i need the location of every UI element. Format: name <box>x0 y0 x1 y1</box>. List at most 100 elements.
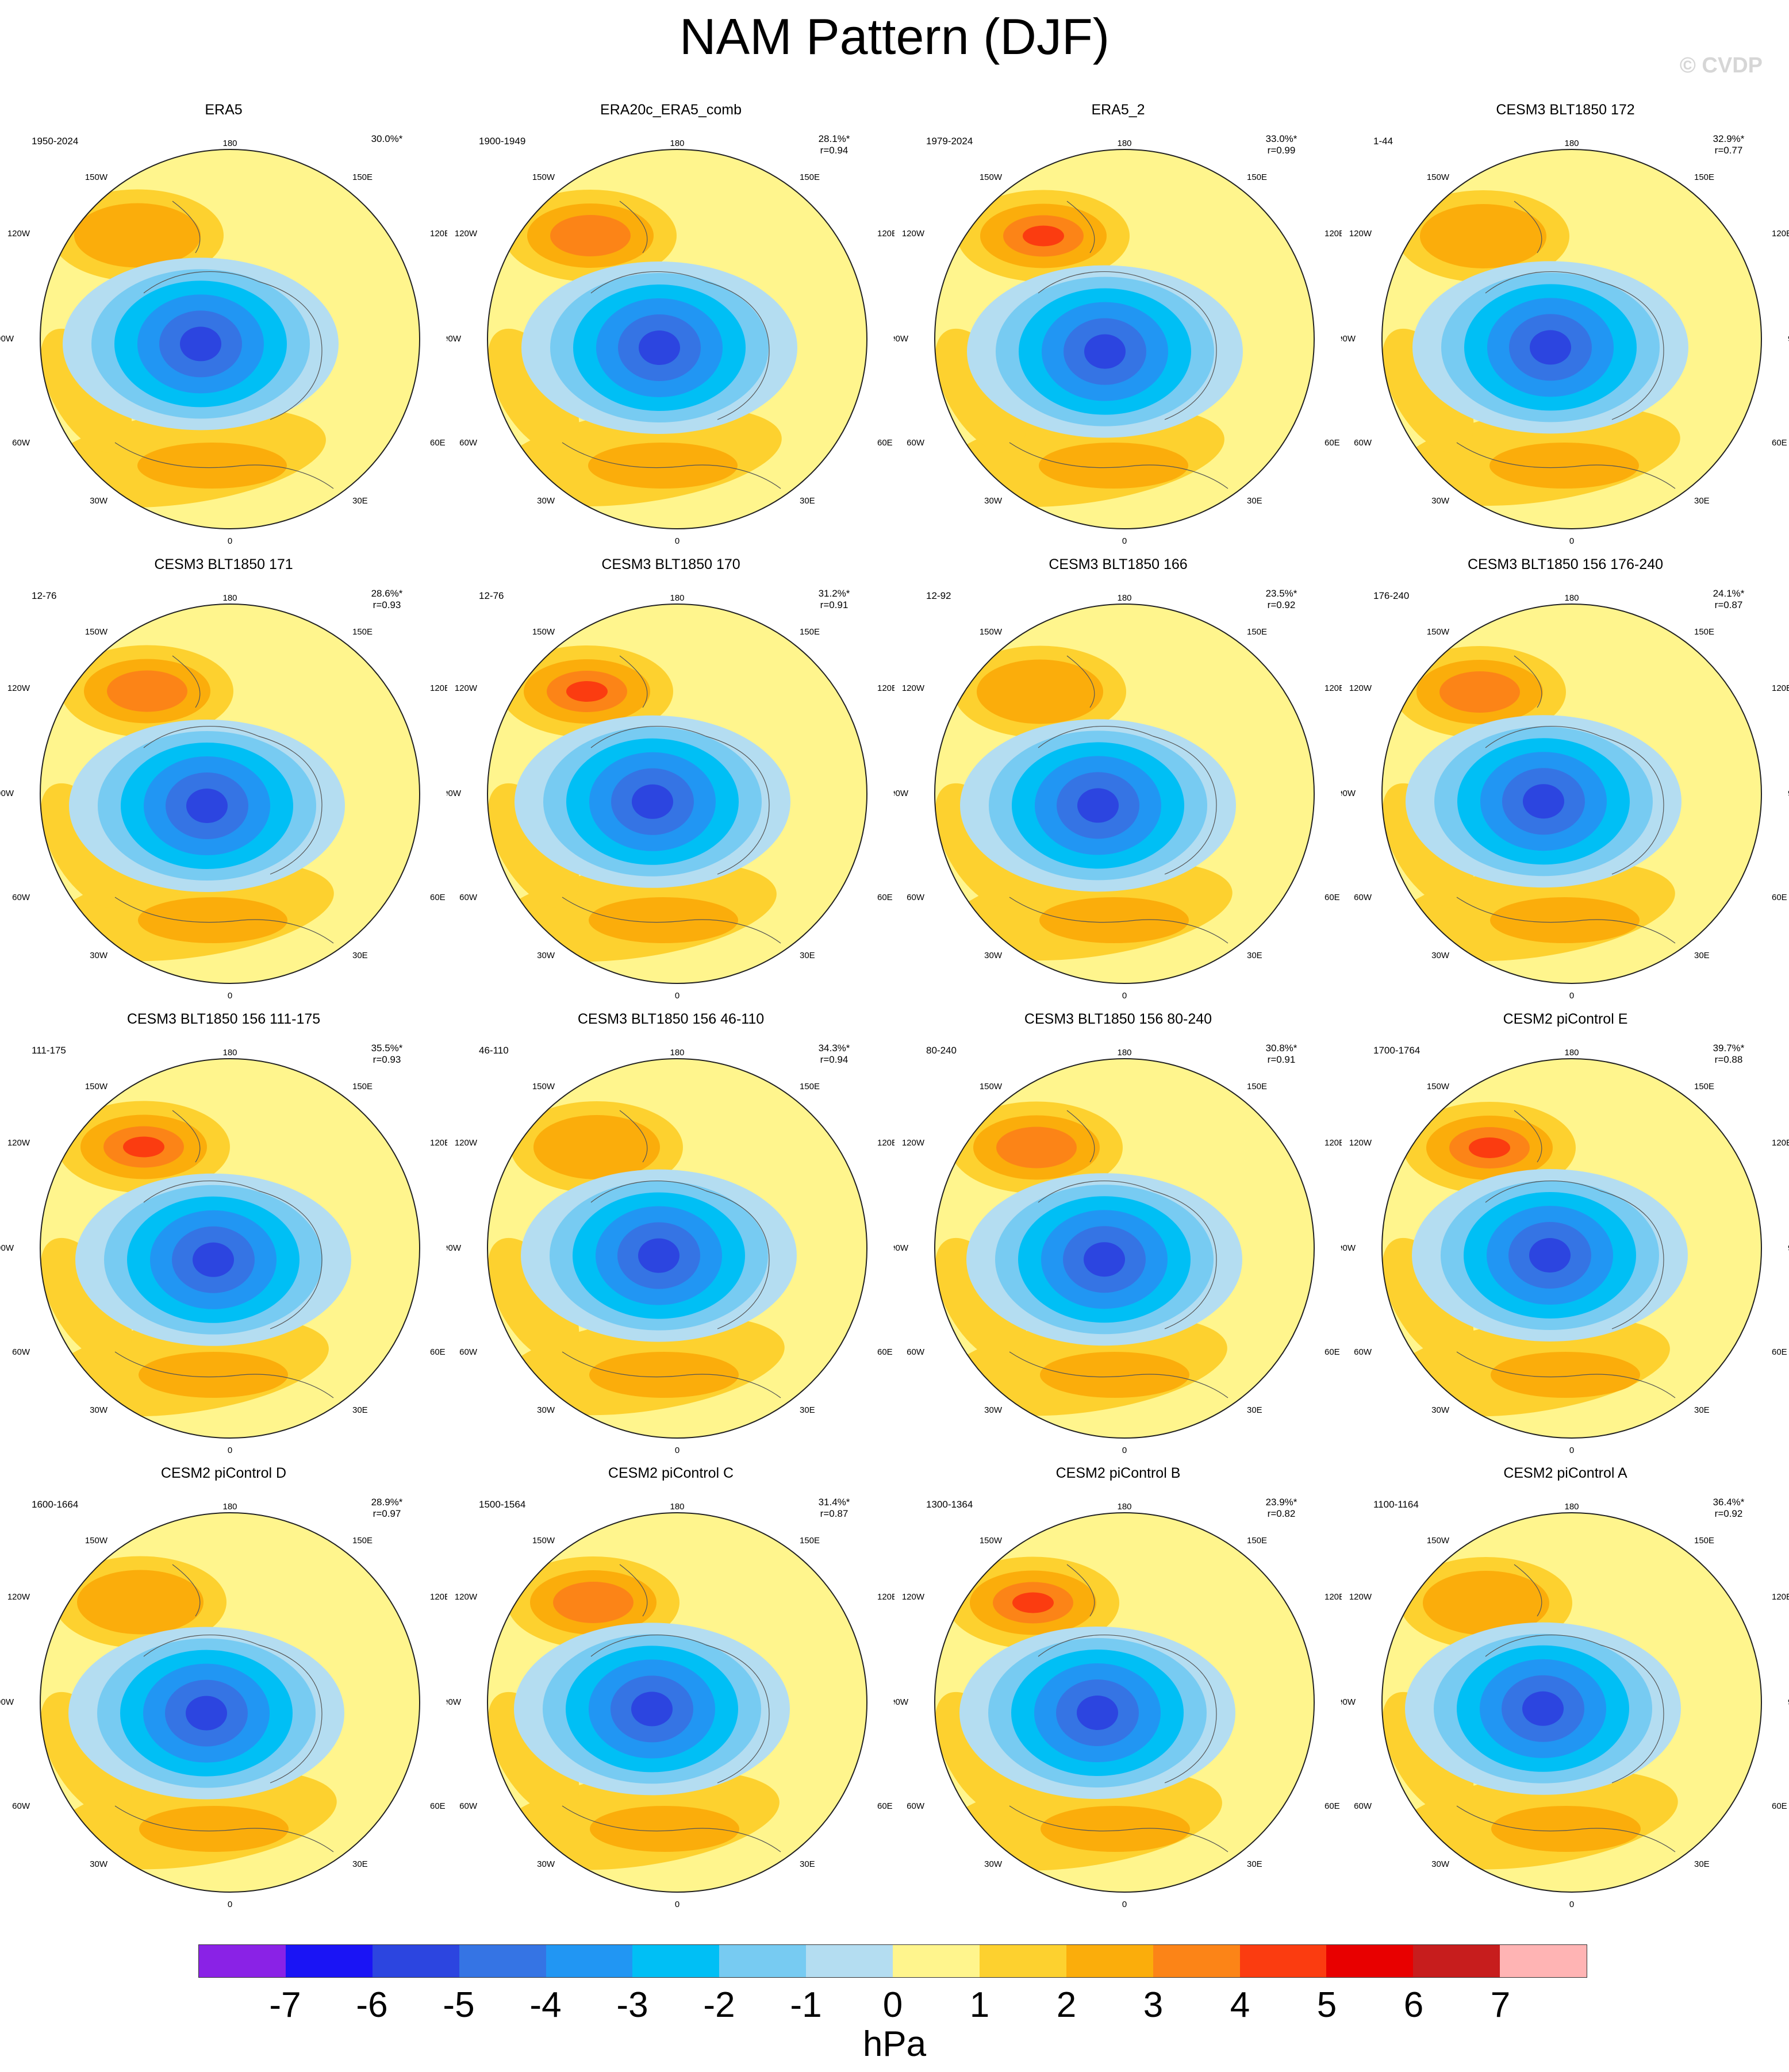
longitude-label: 60W <box>1354 893 1372 902</box>
longitude-label: 120E <box>1772 1592 1789 1602</box>
arctic-anomaly <box>193 1242 234 1277</box>
longitude-label: 90W <box>894 1697 909 1707</box>
longitude-label: 120E <box>1325 683 1342 693</box>
longitude-label: 90W <box>447 334 462 344</box>
longitude-label: 0 <box>1122 536 1127 546</box>
longitude-label: 90W <box>447 789 462 798</box>
longitude-label: 120E <box>1772 1138 1789 1148</box>
longitude-label: 60W <box>12 1347 30 1357</box>
longitude-label: 150E <box>352 1082 373 1091</box>
longitude-label: 180 <box>1117 593 1131 603</box>
longitude-label: 30E <box>1694 951 1710 960</box>
colorbar-swatch <box>1413 1945 1500 1977</box>
longitude-label: 120W <box>902 229 925 239</box>
longitude-label: 150E <box>352 172 373 182</box>
longitude-label: 150W <box>85 1082 108 1091</box>
atlantic-anomaly <box>1039 897 1189 943</box>
pacific-anomaly <box>1012 1592 1054 1613</box>
map-border <box>40 1512 420 1893</box>
atlantic-anomaly <box>137 443 287 489</box>
polar-map: 1800150W150E120W120E90W90E60W60E30W30E <box>447 121 894 556</box>
longitude-label: 0 <box>675 991 679 1001</box>
explained-variance: 36.4%* <box>1713 1497 1745 1508</box>
map-panel: ERA20c_ERA5_comb 1900-1949 28.1%* r=0.94 180… <box>447 101 894 556</box>
longitude-label: 30E <box>800 1405 815 1415</box>
panel-title: CESM2 piControl A <box>1503 1465 1627 1481</box>
longitude-label: 30E <box>1247 496 1262 506</box>
longitude-label: 60W <box>459 438 478 448</box>
longitude-label: 150E <box>1694 1082 1714 1091</box>
atlantic-anomaly <box>487 1237 579 1363</box>
longitude-label: 150W <box>980 172 1003 182</box>
panel-title: CESM3 BLT1850 156 80-240 <box>1024 1011 1212 1027</box>
coastline-outline <box>1456 201 1676 489</box>
arctic-anomaly <box>186 789 228 823</box>
panel-years: 1100-1164 <box>1373 1499 1419 1510</box>
panel-title: ERA20c_ERA5_comb <box>600 102 742 118</box>
atlantic-anomaly <box>1382 1237 1474 1363</box>
coastline-outline <box>114 1564 334 1852</box>
map-panel: CESM3 BLT1850 156 46-110 46-110 34.3%* r=0.… <box>447 1010 894 1466</box>
longitude-label: 90W <box>1342 1243 1356 1253</box>
longitude-label: 150W <box>532 1536 555 1546</box>
longitude-label: 120W <box>7 1592 30 1602</box>
longitude-label: 180 <box>670 139 684 148</box>
coastline-outline <box>1009 655 1229 944</box>
pattern-correlation: r=0.94 <box>820 1054 849 1065</box>
longitude-label: 150W <box>532 627 555 637</box>
longitude-label: 60E <box>430 1347 446 1357</box>
panel-years: 1300-1364 <box>926 1499 973 1510</box>
map-panel: CESM3 BLT1850 166 12-92 23.5%* r=0.92 180 0 15… <box>894 556 1342 1011</box>
colorbar-swatch <box>285 1945 373 1977</box>
colorbar-swatch <box>546 1945 633 1977</box>
longitude-label: 120E <box>1772 229 1789 239</box>
longitude-label: 60E <box>1325 893 1340 902</box>
longitude-label: 90E <box>1788 334 1789 344</box>
pattern-correlation: r=0.91 <box>820 599 849 610</box>
polar-map: 1800150W150E120W120E90W90E60W60E30W30E <box>0 575 447 1011</box>
colorbar-tick-label: -7 <box>269 1985 301 2025</box>
panel-years: 46-110 <box>479 1045 509 1056</box>
longitude-label: 90W <box>0 1243 14 1253</box>
longitude-label: 90E <box>1341 334 1342 344</box>
atlantic-anomaly <box>1491 1806 1641 1852</box>
panel-title: CESM2 piControl D <box>160 1465 287 1481</box>
atlantic-anomaly <box>487 783 579 908</box>
panel-stats: 30.8%* r=0.91 <box>1250 1043 1313 1066</box>
longitude-label: 90W <box>447 1243 462 1253</box>
longitude-label: 150W <box>532 172 555 182</box>
panel-stats: 36.4%* r=0.92 <box>1697 1497 1760 1520</box>
coastline-outline <box>562 1564 781 1852</box>
polar-map: 1800150W150E120W120E90W90E60W60E30W30E <box>447 1484 894 1920</box>
longitude-label: 60W <box>459 1347 478 1357</box>
atlantic-anomaly <box>590 1806 739 1852</box>
atlantic-anomaly <box>1382 328 1474 453</box>
colorbar-swatch <box>199 1945 286 1977</box>
pattern-correlation: r=0.87 <box>1714 599 1743 610</box>
longitude-label: 90E <box>893 1697 894 1707</box>
map-panel: CESM2 piControl B 1300-1364 23.9%* r=0.82 18… <box>894 1464 1342 1920</box>
colorbar-swatch <box>806 1945 893 1977</box>
longitude-label: 120E <box>430 1592 447 1602</box>
atlantic-anomaly <box>588 443 738 489</box>
colorbar-units: hPa <box>862 2024 927 2064</box>
longitude-label: 0 <box>1122 1900 1127 1909</box>
pacific-anomaly <box>566 681 608 702</box>
polar-map: 1800150W150E120W120E90W90E60W60E30W30E <box>894 1030 1342 1466</box>
coastline-outline <box>1009 1564 1229 1852</box>
longitude-label: 150W <box>1427 1082 1450 1091</box>
colorbar-swatch <box>1153 1945 1240 1977</box>
pacific-anomaly <box>977 659 1103 724</box>
pacific-anomaly <box>533 1115 660 1179</box>
arctic-anomaly <box>639 330 680 365</box>
map-border <box>934 149 1315 529</box>
panel-title: CESM3 BLT1850 156 46-110 <box>577 1011 765 1027</box>
longitude-label: 150E <box>800 1082 820 1091</box>
longitude-label: 60E <box>1325 438 1340 448</box>
longitude-label: 60W <box>12 1801 30 1811</box>
longitude-label: 30E <box>1247 1405 1262 1415</box>
longitude-label: 60E <box>877 438 893 448</box>
explained-variance: 35.5%* <box>371 1043 403 1054</box>
longitude-label: 30W <box>984 1405 1003 1415</box>
longitude-label: 0 <box>228 1900 232 1909</box>
